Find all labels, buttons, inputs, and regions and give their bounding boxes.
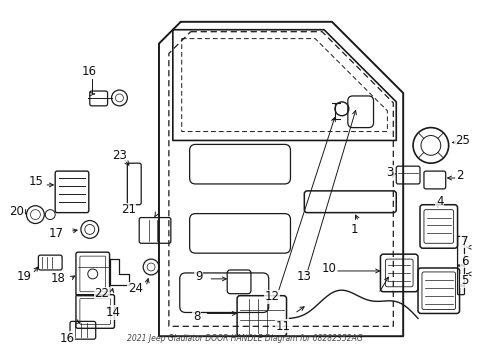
Text: 13: 13 (297, 270, 312, 283)
Text: 23: 23 (112, 149, 127, 162)
Text: 1: 1 (351, 223, 359, 236)
Text: 11: 11 (276, 320, 291, 333)
Text: 24: 24 (128, 282, 143, 295)
Text: 21: 21 (121, 203, 136, 216)
Text: 19: 19 (17, 270, 32, 283)
Text: 12: 12 (264, 290, 279, 303)
Text: 16: 16 (60, 332, 74, 345)
Text: 25: 25 (455, 134, 470, 147)
Text: 5: 5 (461, 274, 468, 287)
Text: 2021 Jeep Gladiator DOOR HANDLE Diagram for 68282352AG: 2021 Jeep Gladiator DOOR HANDLE Diagram … (127, 334, 363, 343)
Text: 4: 4 (436, 195, 443, 208)
Text: 17: 17 (49, 227, 64, 240)
Text: 15: 15 (29, 175, 44, 189)
Text: 2: 2 (456, 168, 463, 181)
Text: 20: 20 (9, 205, 24, 218)
Text: 6: 6 (461, 255, 468, 267)
Text: 3: 3 (387, 166, 394, 179)
Text: 7: 7 (461, 235, 468, 248)
Text: 8: 8 (193, 310, 200, 323)
Text: 22: 22 (94, 287, 109, 300)
Text: 9: 9 (195, 270, 202, 283)
Text: 10: 10 (321, 262, 337, 275)
Text: 16: 16 (81, 65, 97, 78)
Text: 14: 14 (106, 306, 121, 319)
Text: 18: 18 (50, 273, 66, 285)
